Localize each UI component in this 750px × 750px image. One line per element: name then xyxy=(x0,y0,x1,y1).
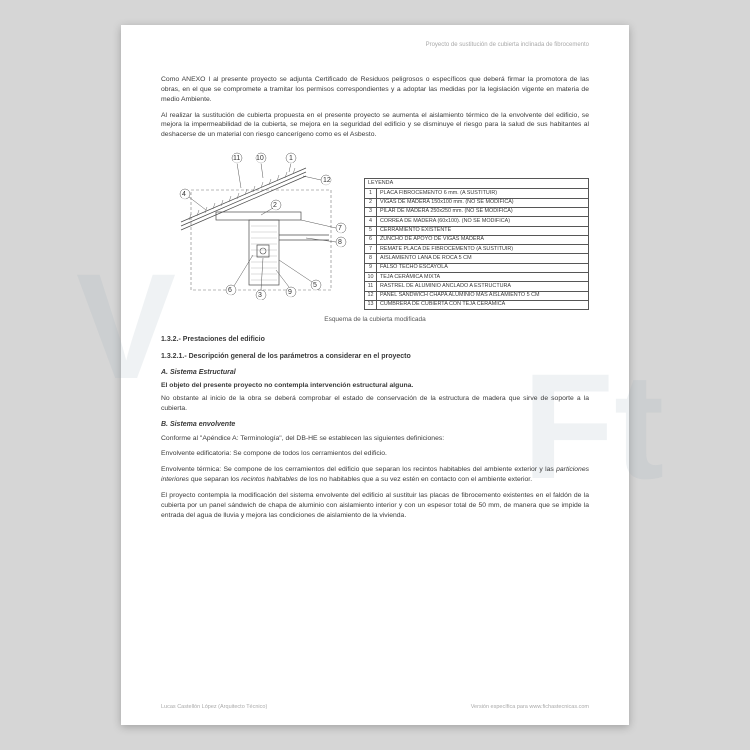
legend-text: TEJA CERÁMICA MIXTA xyxy=(377,273,588,281)
heading-A: A. Sistema Estructural xyxy=(161,368,589,377)
roof-diagram: 4 11 10 12 1 2 7 8 5 9 3 6 xyxy=(161,150,356,300)
legend-text: AISLAMIENTO LANA DE ROCA 5 CM xyxy=(377,254,588,262)
legend-row: 2VIGAS DE MADERA 150x100 mm. (NO SE MODI… xyxy=(365,199,588,208)
legend-text: CORREA DE MADERA (60x100). (NO SE MODIFI… xyxy=(377,217,588,225)
section-a-p: No obstante al inicio de la obra se debe… xyxy=(161,394,589,414)
legend-num: 11 xyxy=(365,282,377,290)
legend-row: 1PLACA FIBROCEMENTO 6 mm. (A SUSTITUIR) xyxy=(365,189,588,198)
callout-4: 4 xyxy=(182,190,186,199)
callout-2: 2 xyxy=(273,201,277,210)
legend-title: LEYENDA xyxy=(365,179,588,189)
legend-text: FALSO TECHO ESCAYOLA xyxy=(377,264,588,272)
legend-num: 3 xyxy=(365,208,377,216)
callout-8: 8 xyxy=(338,238,342,247)
legend-row: 3PILAR DE MADERA 250x250 mm. (NO SE MODI… xyxy=(365,208,588,217)
legend-table: LEYENDA 1PLACA FIBROCEMENTO 6 mm. (A SUS… xyxy=(364,178,589,310)
legend-text: REMATE PLACA DE FIBROCEMENTO (A SUSTITUI… xyxy=(377,245,588,253)
section-b-p4: El proyecto contempla la modificación de… xyxy=(161,491,589,521)
legend-text: PILAR DE MADERA 250x250 mm. (NO SE MODIF… xyxy=(377,208,588,216)
legend-text: CERRAMIENTO EXISTENTE xyxy=(377,227,588,235)
legend-num: 6 xyxy=(365,236,377,244)
footer-left: Lucas Castellón López (Arquitecto Técnic… xyxy=(161,704,267,711)
legend-text: CUMBRERA DE CUBIERTA CON TEJA CERÁMICA xyxy=(377,301,588,309)
callout-3: 3 xyxy=(258,291,262,300)
legend-row: 5CERRAMIENTO EXISTENTE xyxy=(365,227,588,236)
callout-12: 12 xyxy=(323,176,331,185)
legend-num: 8 xyxy=(365,254,377,262)
legend-num: 2 xyxy=(365,199,377,207)
footer-right: Versión específica para www.fichastecnic… xyxy=(471,704,589,711)
callout-5: 5 xyxy=(313,281,317,290)
legend-row: 8AISLAMIENTO LANA DE ROCA 5 CM xyxy=(365,254,588,263)
heading-1321: 1.3.2.1.- Descripción general de los par… xyxy=(161,352,589,361)
legend-row: 13CUMBRERA DE CUBIERTA CON TEJA CERÁMICA xyxy=(365,301,588,309)
legend-num: 12 xyxy=(365,292,377,300)
heading-132: 1.3.2.- Prestaciones del edificio xyxy=(161,335,589,344)
legend-num: 1 xyxy=(365,189,377,197)
legend-num: 4 xyxy=(365,217,377,225)
legend-row: 7REMATE PLACA DE FIBROCEMENTO (A SUSTITU… xyxy=(365,245,588,254)
page-content: Como ANEXO I al presente proyecto se adj… xyxy=(161,75,589,521)
callout-10: 10 xyxy=(256,154,264,163)
callout-11: 11 xyxy=(233,154,240,163)
figure-caption: Esquema de la cubierta modificada xyxy=(161,316,589,325)
document-page: V Ft Proyecto de sustitución de cubierta… xyxy=(121,25,629,725)
legend-row: 9FALSO TECHO ESCAYOLA xyxy=(365,264,588,273)
section-a-bold: El objeto del presente proyecto no conte… xyxy=(161,381,589,390)
callout-6: 6 xyxy=(228,286,232,295)
legend-row: 4CORREA DE MADERA (60x100). (NO SE MODIF… xyxy=(365,217,588,226)
legend-text: VIGAS DE MADERA 150x100 mm. (NO SE MODIF… xyxy=(377,199,588,207)
callout-9: 9 xyxy=(288,288,292,297)
legend-row: 11RASTREL DE ALUMINIO ANCLADO A ESTRUCTU… xyxy=(365,282,588,291)
callout-1: 1 xyxy=(289,154,293,163)
paragraph-1: Como ANEXO I al presente proyecto se adj… xyxy=(161,75,589,105)
paragraph-2: Al realizar la sustitución de cubierta p… xyxy=(161,111,589,141)
legend-num: 13 xyxy=(365,301,377,309)
legend-num: 10 xyxy=(365,273,377,281)
legend-row: 12PANEL SANDWICH CHAPA ALUMINIO MÁS AISL… xyxy=(365,292,588,301)
legend-num: 7 xyxy=(365,245,377,253)
legend-row: 10TEJA CERÁMICA MIXTA xyxy=(365,273,588,282)
figure-area: 4 11 10 12 1 2 7 8 5 9 3 6 LEYENDA 1PLAC… xyxy=(161,150,589,310)
legend-text: PANEL SANDWICH CHAPA ALUMINIO MÁS AISLAM… xyxy=(377,292,588,300)
section-b-p2: Envolvente edificatoria: Se compone de t… xyxy=(161,449,589,459)
legend-text: ZUNCHO DE APOYO DE VIGAS MADERA xyxy=(377,236,588,244)
heading-B: B. Sistema envolvente xyxy=(161,420,589,429)
legend-num: 9 xyxy=(365,264,377,272)
page-header: Proyecto de sustitución de cubierta incl… xyxy=(426,41,589,49)
legend-num: 5 xyxy=(365,227,377,235)
legend-row: 6ZUNCHO DE APOYO DE VIGAS MADERA xyxy=(365,236,588,245)
page-footer: Lucas Castellón López (Arquitecto Técnic… xyxy=(161,704,589,711)
section-b-p1: Conforme al "Apéndice A: Terminología", … xyxy=(161,434,589,444)
callout-7: 7 xyxy=(338,224,342,233)
section-b-p3: Envolvente térmica: Se compone de los ce… xyxy=(161,465,589,485)
legend-text: RASTREL DE ALUMINIO ANCLADO A ESTRUCTURA xyxy=(377,282,588,290)
legend-text: PLACA FIBROCEMENTO 6 mm. (A SUSTITUIR) xyxy=(377,189,588,197)
